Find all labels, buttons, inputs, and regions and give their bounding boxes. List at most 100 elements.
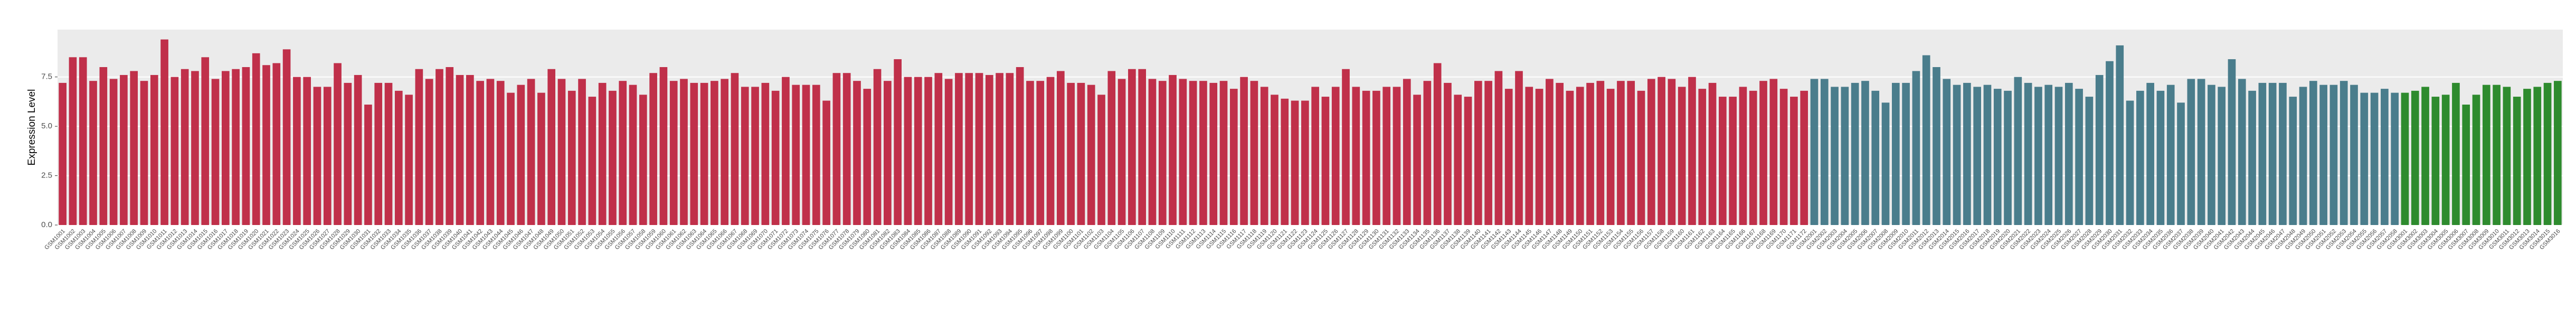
bar (842, 73, 851, 225)
bar (1606, 89, 1615, 225)
bar (1240, 77, 1248, 226)
bar (2411, 90, 2419, 225)
bar (2381, 89, 2389, 225)
bar (303, 77, 311, 226)
bar (1393, 87, 1401, 225)
bar (1891, 82, 1900, 225)
bar (1301, 100, 1309, 225)
bar (884, 81, 892, 225)
bar (598, 82, 607, 225)
bar (711, 81, 718, 225)
bar (2075, 89, 2083, 225)
bar (629, 85, 637, 225)
bar (2106, 61, 2114, 226)
bar (1953, 85, 1961, 225)
bar (191, 71, 199, 225)
bar (99, 67, 108, 225)
bar (2238, 79, 2246, 226)
bar (853, 81, 861, 225)
bar (2279, 82, 2287, 225)
bar (466, 74, 474, 225)
bar (965, 73, 973, 225)
bar (1596, 81, 1605, 225)
bar (2166, 85, 2175, 225)
bar (2156, 90, 2165, 225)
bar (2503, 87, 2511, 225)
bar (934, 73, 943, 225)
y-tick-label: 2.5 (41, 171, 52, 180)
bar (914, 77, 922, 226)
bar (2350, 85, 2358, 225)
bar (507, 92, 515, 225)
bar (1841, 87, 1849, 225)
bar (1352, 87, 1360, 225)
bar (2360, 92, 2369, 225)
bar (2472, 95, 2480, 225)
bar (262, 65, 270, 225)
bar (1413, 95, 1421, 225)
bar (2248, 90, 2256, 225)
bar (812, 85, 820, 225)
bar (2146, 82, 2154, 225)
bar (1138, 69, 1147, 225)
bar (751, 87, 759, 225)
bar (975, 73, 983, 225)
bar (1046, 77, 1055, 226)
bar (2370, 92, 2379, 225)
bar (1056, 71, 1065, 225)
bar (1036, 81, 1045, 225)
bar (557, 79, 566, 226)
bar (1546, 79, 1554, 226)
bar (1148, 79, 1157, 226)
bar (425, 79, 433, 226)
bar (517, 85, 525, 225)
bar (1189, 81, 1197, 225)
bar (150, 74, 158, 225)
bar (721, 79, 729, 226)
bar (2064, 82, 2073, 225)
bar (2177, 102, 2185, 225)
bar (384, 82, 393, 225)
bar (2116, 45, 2124, 225)
bar (619, 81, 627, 225)
bar (1026, 81, 1034, 225)
bar (1494, 71, 1503, 225)
bar (2024, 82, 2032, 225)
bar (1851, 82, 1859, 225)
bar (374, 82, 383, 225)
bar (2004, 90, 2012, 225)
bar (1759, 81, 1767, 225)
bar (435, 69, 443, 225)
bar (2319, 85, 2327, 225)
bar (822, 100, 830, 225)
bar (894, 59, 902, 225)
bar (1627, 81, 1635, 225)
bar (1209, 82, 1218, 225)
bar (394, 90, 403, 225)
bar (1983, 85, 1992, 225)
bar (1484, 81, 1492, 225)
bar (2218, 87, 2226, 225)
bar (1912, 71, 1920, 225)
bar (232, 69, 240, 225)
bar (1281, 98, 1289, 225)
bar (496, 81, 505, 225)
bar (2329, 85, 2338, 225)
bar (1668, 79, 1676, 226)
bar (1719, 97, 1727, 225)
bar (1973, 87, 1982, 225)
bar (731, 73, 739, 225)
bar (1729, 97, 1737, 225)
bar (1515, 71, 1523, 225)
bar (863, 89, 872, 225)
bar (792, 85, 800, 225)
bar (456, 74, 464, 225)
bar (344, 82, 352, 225)
bar (2258, 82, 2267, 225)
bar (2482, 85, 2490, 225)
bar (782, 77, 790, 226)
bar (802, 85, 810, 225)
bar (832, 73, 841, 225)
bar (588, 97, 596, 225)
bar (690, 82, 698, 225)
